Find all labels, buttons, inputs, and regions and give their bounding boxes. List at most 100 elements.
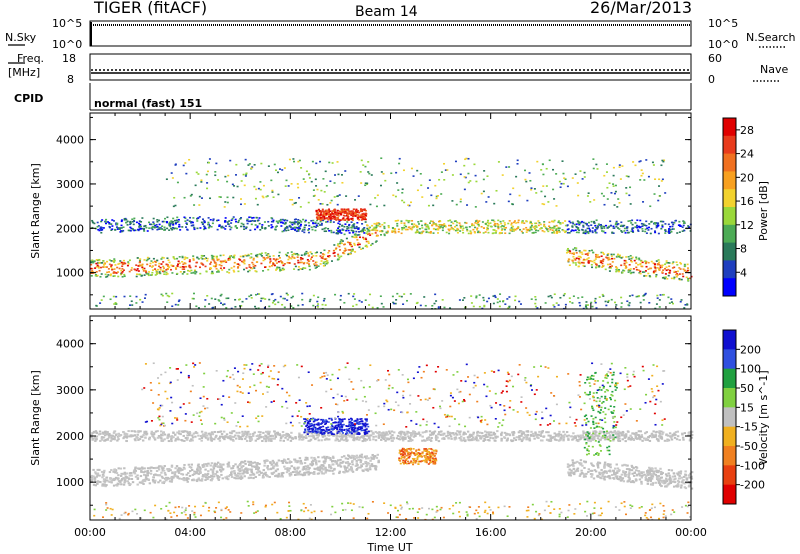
data-cell <box>350 466 353 469</box>
data-cell <box>488 434 491 437</box>
data-cell <box>270 472 274 475</box>
data-cell <box>475 296 478 299</box>
data-cell <box>667 268 670 271</box>
data-cell <box>287 229 290 232</box>
data-cell <box>331 212 334 215</box>
data-cell <box>432 223 435 225</box>
data-cell <box>577 227 580 229</box>
data-cell <box>290 228 293 231</box>
data-cell <box>591 266 594 269</box>
data-cell <box>346 466 349 469</box>
data-cell <box>637 230 640 232</box>
data-cell <box>229 255 232 257</box>
data-cell <box>673 276 676 279</box>
data-cell <box>203 255 206 257</box>
data-cell <box>661 264 664 267</box>
data-cell <box>151 265 154 267</box>
data-cell <box>241 300 244 303</box>
data-cell <box>240 260 243 263</box>
data-cell <box>437 232 440 234</box>
data-cell <box>206 260 209 262</box>
data-cell <box>372 457 375 460</box>
data-cell <box>518 194 521 197</box>
data-cell <box>188 474 192 477</box>
data-cell <box>657 479 661 482</box>
data-cell <box>589 260 592 262</box>
data-cell <box>660 470 663 473</box>
data-cell <box>548 221 551 224</box>
data-cell <box>165 269 168 271</box>
data-cell <box>324 458 327 461</box>
data-cell <box>120 272 123 274</box>
data-cell <box>156 430 159 433</box>
data-cell <box>592 477 596 480</box>
freq-tick-top: 18 <box>62 52 76 65</box>
data-cell <box>581 220 584 223</box>
data-cell <box>453 433 456 436</box>
data-cell <box>381 230 384 232</box>
data-cell <box>226 196 229 199</box>
data-cell <box>649 205 652 208</box>
data-cell <box>201 464 204 467</box>
data-cell <box>181 268 184 270</box>
data-cell <box>136 467 140 470</box>
data-cell <box>172 217 175 220</box>
data-cell <box>278 432 281 435</box>
data-cell <box>158 271 161 273</box>
data-cell <box>103 263 106 266</box>
data-cell <box>211 258 214 261</box>
data-cell <box>340 255 343 258</box>
data-cell <box>237 266 240 268</box>
data-cell <box>116 477 119 480</box>
data-cell <box>229 437 233 440</box>
data-cell <box>368 230 371 232</box>
data-cell <box>575 257 578 260</box>
data-cell <box>583 176 586 178</box>
data-cell <box>142 483 145 486</box>
data-cell <box>601 266 604 268</box>
data-cell <box>163 465 166 468</box>
data-cell <box>243 203 246 205</box>
data-cell <box>256 226 259 229</box>
data-cell <box>459 227 462 229</box>
data-cell <box>312 195 315 197</box>
data-cell <box>340 232 343 234</box>
data-cell <box>154 264 157 266</box>
colorbar-tick-label: 28 <box>740 124 754 137</box>
data-cell <box>163 472 167 475</box>
data-cell <box>291 228 294 230</box>
data-cell <box>664 230 667 233</box>
data-cell <box>291 203 294 206</box>
data-cell <box>326 261 329 264</box>
data-cell <box>612 471 616 474</box>
data-cell <box>293 221 296 223</box>
data-cell <box>470 295 473 297</box>
data-cell <box>362 218 365 220</box>
data-cell <box>287 185 290 187</box>
data-cell <box>196 256 199 259</box>
data-cell <box>129 222 132 225</box>
data-cell <box>282 222 285 224</box>
data-cell <box>429 220 432 222</box>
data-cell <box>213 255 216 258</box>
data-cell <box>583 171 586 174</box>
data-cell <box>162 257 165 259</box>
data-cell <box>472 431 475 434</box>
data-cell <box>386 230 389 233</box>
data-cell <box>631 219 634 222</box>
data-cell <box>315 266 318 268</box>
data-cell <box>100 470 104 473</box>
data-cell <box>336 459 340 462</box>
data-cell <box>360 159 363 162</box>
data-cell <box>633 471 636 474</box>
data-cell <box>362 228 365 230</box>
data-cell <box>376 229 379 232</box>
data-cell <box>228 268 231 271</box>
data-cell <box>647 175 650 178</box>
data-cell <box>238 464 241 467</box>
data-cell <box>376 307 379 309</box>
data-cell <box>107 268 110 270</box>
data-cell <box>250 294 253 296</box>
data-cell <box>310 219 313 222</box>
data-cell <box>268 305 271 308</box>
